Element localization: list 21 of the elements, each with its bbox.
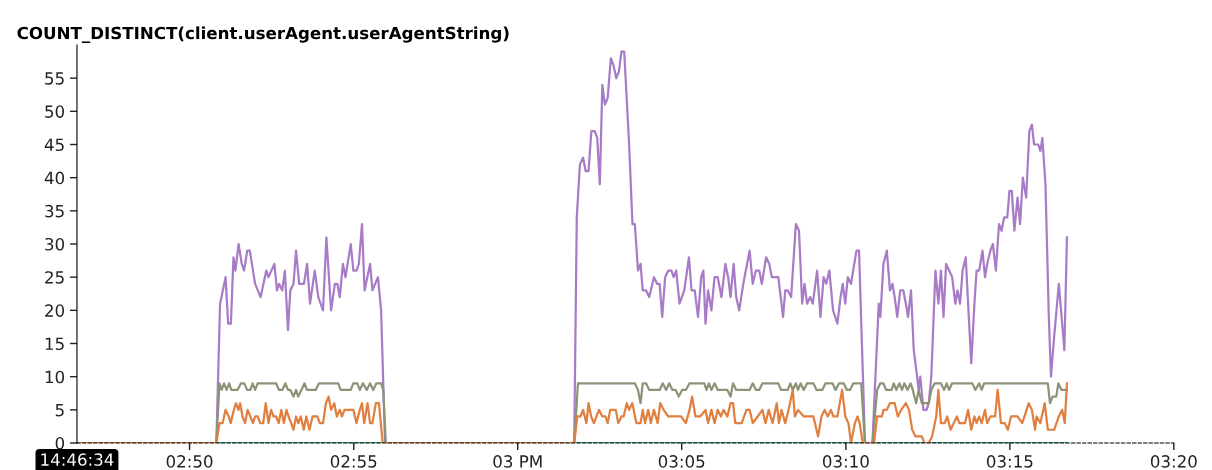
x-tick-label: 03:05	[658, 455, 705, 468]
x-tick-label: 03 PM	[493, 455, 542, 468]
y-tick-label: 55	[45, 72, 64, 85]
y-tick-label: 15	[45, 337, 64, 351]
y-tick-label: 45	[44, 138, 64, 152]
y-tick-label: 40	[44, 171, 65, 185]
text: 14:46:34	[41, 453, 114, 466]
x-tick-label: 03:15	[986, 455, 1033, 468]
y-tick-label: 5	[55, 404, 64, 417]
y-tick-label: 10	[45, 370, 65, 384]
y-tick-label: 20	[45, 304, 65, 317]
x-tick-label: 03:20	[1150, 455, 1197, 468]
x-tick-label: 02:55	[330, 455, 377, 468]
x-tick-label: 03:10	[822, 455, 869, 468]
y-tick-label: 25	[45, 271, 64, 284]
y-axis-title: COUNT_DISTINCT(client.userAgent.userAgentString)	[17, 26, 509, 43]
y-tick-label: 30	[45, 237, 65, 251]
x-tick-label: 02:50	[166, 455, 213, 468]
y-tick-label: 35	[45, 204, 64, 218]
y-tick-label: 0	[55, 436, 65, 450]
y-tick-label: 50	[45, 105, 65, 118]
